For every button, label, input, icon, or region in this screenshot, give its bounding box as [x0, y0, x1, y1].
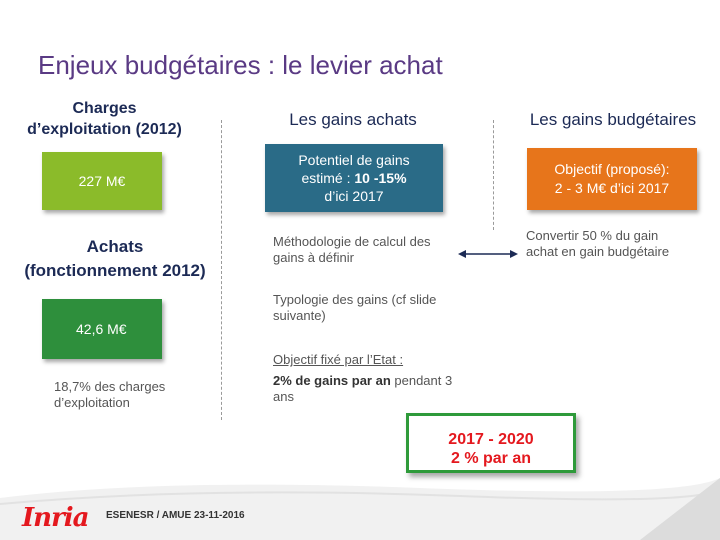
achats-heading-line1: Achats: [86, 237, 144, 256]
achats-share-note: 18,7% des charges d’exploitation: [54, 379, 214, 411]
separator-left: [221, 120, 222, 420]
objectif-etat-label: Objectif fixé par l’Etat :: [273, 352, 404, 367]
typologie-line2: suivante): [273, 308, 326, 323]
achats-heading-line2: (fonctionnement 2012): [24, 261, 206, 280]
potentiel-line2: estimé : 10 -15%: [301, 169, 406, 187]
convertir-line2: achat en gain budgétaire: [526, 244, 670, 259]
potentiel-range: 10 -15%: [354, 170, 407, 186]
typologie-line1: Typologie des gains (cf slide: [273, 292, 437, 307]
objectif-etat-rest2: ans: [273, 389, 294, 404]
methodologie-text: Méthodologie de calcul des gains à défin…: [273, 234, 463, 266]
achats-value: 42,6 M€: [76, 321, 127, 337]
inria-logo: Inria: [22, 503, 89, 533]
achats-share-note-line1: 18,7% des charges: [54, 379, 166, 394]
methodologie-line1: Méthodologie de calcul des: [273, 234, 431, 249]
left-heading-line1: Charges: [72, 100, 137, 117]
objectif-etat-bold: 2% de gains par an: [273, 373, 391, 388]
objectif-etat-rest1: pendant 3: [390, 373, 453, 388]
convertir-text: Convertir 50 % du gain achat en gain bud…: [526, 228, 716, 260]
potentiel-line2-prefix: estimé :: [301, 170, 355, 186]
objectif-propose-line2: 2 - 3 M€ d’ici 2017: [554, 180, 670, 196]
separator-right: [493, 120, 494, 230]
charges-value: 227 M€: [78, 173, 126, 189]
connector-arrow: [458, 250, 518, 258]
left-heading-line2: d’exploitation (2012): [27, 121, 182, 138]
footer-text: ESENESR / AMUE 23-11-2016: [106, 510, 245, 521]
achats-heading: Achats (fonctionnement 2012): [10, 235, 220, 283]
slide-title: Enjeux budgétaires : le levier achat: [38, 50, 443, 80]
highlight-period: 2017 - 2020: [448, 431, 534, 448]
achats-share-note-line2: d’exploitation: [54, 395, 130, 410]
objectif-propose-line1: Objectif (proposé):: [554, 161, 670, 177]
highlight-rate: 2 % par an: [450, 450, 532, 467]
achats-value-box: 42,6 M€: [42, 299, 162, 359]
highlight-box: 2017 - 2020 2 % par an: [406, 413, 576, 473]
middle-heading: Les gains achats: [289, 110, 417, 129]
potentiel-box: Potentiel de gains estimé : 10 -15% d’ic…: [265, 144, 443, 212]
left-heading: Charges d’exploitation (2012): [2, 98, 207, 140]
right-heading: Les gains budgétaires: [529, 110, 697, 129]
objectif-etat-line2: 2% de gains par an pendant 3: [273, 373, 478, 389]
convertir-line1: Convertir 50 % du gain: [526, 228, 659, 243]
objectif-etat-text: Objectif fixé par l’Etat : 2% de gains p…: [273, 352, 478, 405]
potentiel-line3: d’ici 2017: [324, 188, 384, 204]
typologie-text: Typologie des gains (cf slide suivante): [273, 292, 473, 324]
charges-value-box: 227 M€: [42, 152, 162, 210]
potentiel-line1: Potentiel de gains: [298, 152, 410, 168]
footer-background: [0, 478, 720, 540]
methodologie-line2: gains à définir: [273, 250, 354, 265]
objectif-propose-box: Objectif (proposé): 2 - 3 M€ d’ici 2017: [527, 148, 697, 210]
